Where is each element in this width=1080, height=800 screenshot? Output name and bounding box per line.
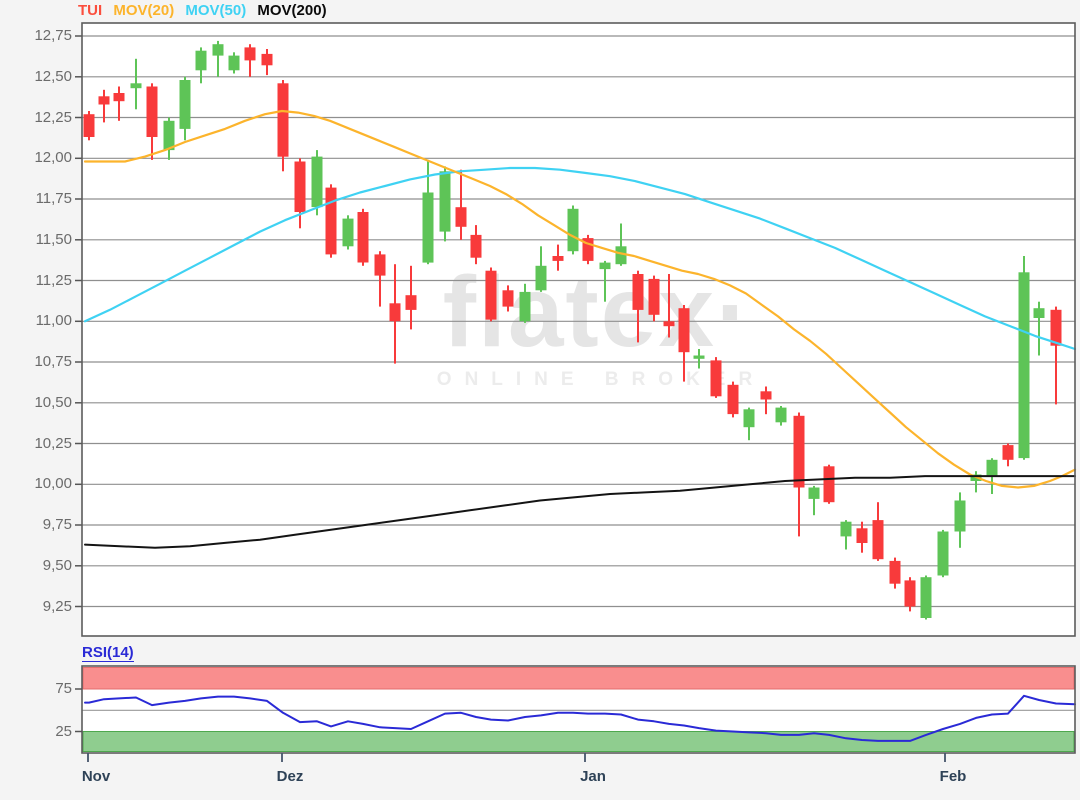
chart-legend: TUI MOV(20) MOV(50) MOV(200) <box>78 2 334 22</box>
legend-item-mov50: MOV(50) <box>185 2 247 19</box>
legend-item-mov200: MOV(200) <box>257 2 327 19</box>
rsi-indicator-label: RSI(14) <box>82 644 134 662</box>
legend-item-tui: TUI <box>78 2 103 19</box>
legend-item-mov20: MOV(20) <box>113 2 175 19</box>
watermark-subtitle-text: ONLINE BROKER <box>437 369 765 390</box>
